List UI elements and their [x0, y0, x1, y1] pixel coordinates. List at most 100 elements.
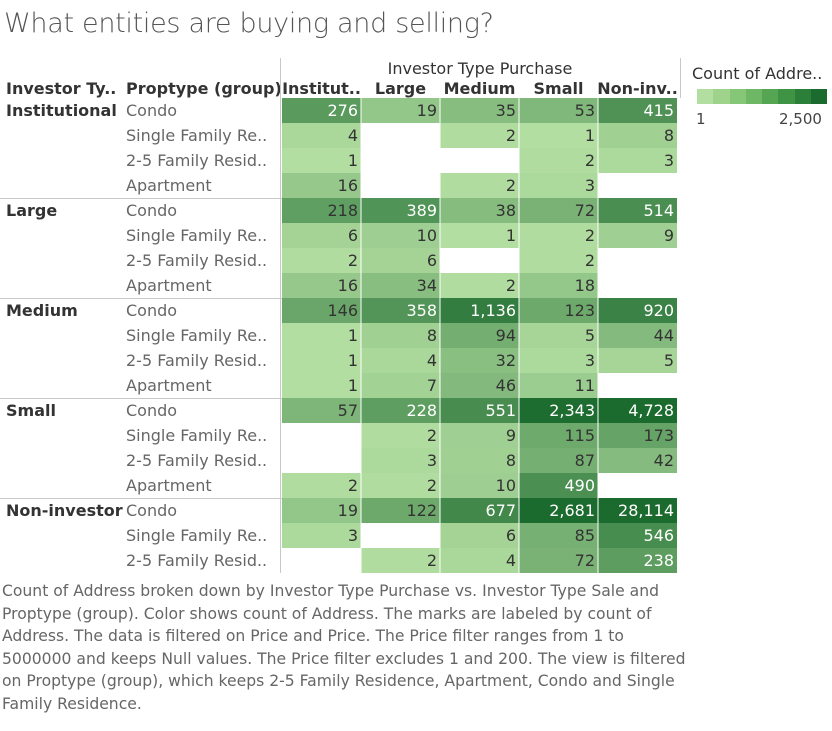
cell-value-label: 72	[575, 201, 595, 220]
cell-value-label: 3	[348, 526, 358, 545]
cell-value-label: 19	[338, 501, 358, 520]
cell-value-label: 1,136	[470, 301, 516, 320]
heatmap-cell	[440, 173, 519, 198]
cell-value-label: 9	[506, 426, 516, 445]
proptype-label: Condo	[126, 401, 177, 420]
heatmap-cell	[282, 98, 361, 123]
proptype-label: 2-5 Family Resid..	[126, 551, 267, 570]
cell-value-label: 4	[427, 351, 437, 370]
heatmap-cell	[361, 323, 440, 348]
cell-value-label: 115	[564, 426, 595, 445]
heatmap-cell	[440, 523, 519, 548]
heatmap-cell	[361, 473, 440, 498]
heatmap-cell	[282, 523, 361, 548]
cell-value-label: 677	[485, 501, 516, 520]
cell-value-label: 87	[575, 451, 595, 470]
cell-value-label: 34	[417, 276, 437, 295]
heatmap-cell	[440, 423, 519, 448]
heatmap-cell	[519, 448, 598, 473]
proptype-label: Apartment	[126, 376, 212, 395]
heatmap-cell	[282, 123, 361, 148]
cell-value-label: 16	[338, 276, 358, 295]
heatmap-cell	[598, 298, 677, 323]
cell-value-label: 2	[427, 476, 437, 495]
heatmap-cell	[519, 198, 598, 223]
heatmap-cell	[519, 223, 598, 248]
proptype-label: Single Family Re..	[126, 226, 267, 245]
heatmap-cell	[282, 273, 361, 298]
heatmap-cell	[361, 448, 440, 473]
proptype-label: Condo	[126, 201, 177, 220]
row-group-label: Non-investor	[6, 501, 123, 520]
heatmap-cell	[282, 323, 361, 348]
proptype-label: Single Family Re..	[126, 526, 267, 545]
cell-value-label: 72	[575, 551, 595, 570]
cell-value-label: 46	[496, 376, 516, 395]
cell-value-label: 35	[496, 101, 516, 120]
cell-value-label: 5	[664, 351, 674, 370]
cell-value-label: 358	[406, 301, 437, 320]
heatmap-cell	[598, 423, 677, 448]
cell-value-label: 4	[348, 126, 358, 145]
column-header: Small	[534, 79, 584, 98]
cell-value-label: 2	[585, 151, 595, 170]
cell-value-label: 4	[506, 551, 516, 570]
legend-swatch	[762, 89, 779, 104]
cell-value-label: 38	[496, 201, 516, 220]
cell-value-label: 2	[585, 226, 595, 245]
heatmap-cell	[282, 248, 361, 273]
cell-value-label: 16	[338, 176, 358, 195]
legend-swatch	[697, 89, 714, 104]
cell-value-label: 1	[506, 226, 516, 245]
heatmap-cell	[519, 498, 598, 523]
legend-swatch	[778, 89, 795, 104]
cell-value-label: 53	[575, 101, 595, 120]
cell-value-label: 1	[585, 126, 595, 145]
heatmap-cell	[440, 198, 519, 223]
row-header-investor-type-sale: Investor Ty..	[6, 79, 116, 98]
cell-value-label: 2	[506, 276, 516, 295]
row-group-label: Small	[6, 401, 56, 420]
heatmap-cell	[282, 473, 361, 498]
heatmap-cell	[519, 423, 598, 448]
heatmap-cell	[519, 473, 598, 498]
proptype-label: Apartment	[126, 176, 212, 195]
heatmap-cell	[361, 498, 440, 523]
cell-value-label: 7	[427, 376, 437, 395]
heatmap-cell	[440, 398, 519, 423]
heatmap-cell	[361, 273, 440, 298]
heatmap-cell	[519, 298, 598, 323]
cell-value-label: 2	[506, 126, 516, 145]
cell-value-label: 19	[417, 101, 437, 120]
proptype-label: 2-5 Family Resid..	[126, 451, 267, 470]
cell-value-label: 3	[664, 151, 674, 170]
heatmap-cell	[440, 323, 519, 348]
cell-value-label: 146	[327, 301, 358, 320]
cell-value-label: 2	[506, 176, 516, 195]
heatmap-cell	[519, 98, 598, 123]
heatmap-cell	[598, 523, 677, 548]
heatmap-cell	[519, 548, 598, 573]
cell-value-label: 8	[506, 451, 516, 470]
cell-value-label: 2,681	[549, 501, 595, 520]
heatmap-cell	[598, 498, 677, 523]
heatmap-cell	[440, 98, 519, 123]
cell-value-label: 123	[564, 301, 595, 320]
heatmap-cell	[519, 398, 598, 423]
cell-value-label: 238	[643, 551, 674, 570]
cell-value-label: 2	[427, 551, 437, 570]
cell-value-label: 85	[575, 526, 595, 545]
heatmap-cell	[519, 348, 598, 373]
heatmap-cell	[282, 198, 361, 223]
heatmap-cell	[440, 548, 519, 573]
proptype-label: Condo	[126, 301, 177, 320]
heatmap-cell	[519, 523, 598, 548]
heatmap-cell	[440, 473, 519, 498]
heatmap-cell	[440, 373, 519, 398]
cell-value-label: 228	[406, 401, 437, 420]
heatmap-cell	[440, 348, 519, 373]
heatmap-cell	[519, 248, 598, 273]
cell-value-label: 8	[427, 326, 437, 345]
heatmap-cell	[440, 273, 519, 298]
cell-value-label: 32	[496, 351, 516, 370]
